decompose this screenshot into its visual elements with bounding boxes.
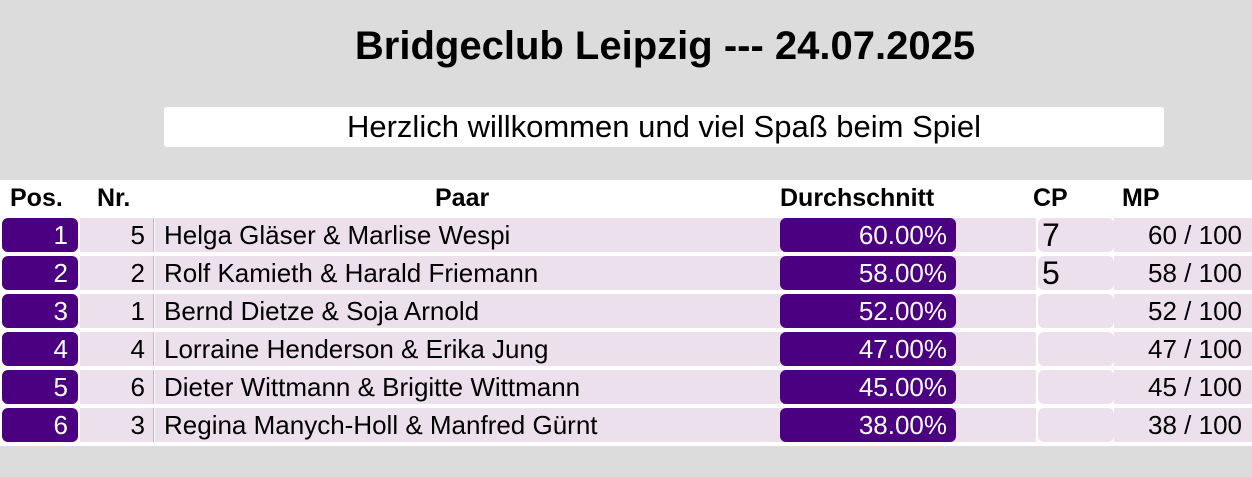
cp-value: 5 (1038, 256, 1114, 290)
cp-value (1038, 332, 1114, 366)
pair-number: 5 (80, 218, 154, 252)
column-header-nr: Nr. (97, 184, 131, 212)
pair-number: 6 (80, 370, 154, 404)
average-badge: 58.00% (780, 256, 956, 290)
pair-names: Dieter Wittmann & Brigitte Wittmann (155, 370, 778, 404)
mp-value: 58 / 100 (1114, 256, 1252, 290)
mp-value: 47 / 100 (1114, 332, 1252, 366)
position-badge: 4 (2, 332, 78, 366)
pair-number: 2 (80, 256, 154, 290)
mp-value: 52 / 100 (1114, 294, 1252, 328)
cp-value (1038, 370, 1114, 404)
column-header-pos: Pos. (10, 184, 63, 212)
mp-value: 45 / 100 (1114, 370, 1252, 404)
table-row: 2 2 Rolf Kamieth & Harald Friemann 58.00… (0, 255, 1252, 293)
pair-names: Regina Manych-Holl & Manfred Gürnt (155, 408, 778, 442)
position-badge: 1 (2, 218, 78, 252)
pair-names: Bernd Dietze & Soja Arnold (155, 294, 778, 328)
position-badge: 3 (2, 294, 78, 328)
pair-names: Rolf Kamieth & Harald Friemann (155, 256, 778, 290)
column-header-durchschnitt: Durchschnitt (780, 184, 935, 212)
table-row: 5 6 Dieter Wittmann & Brigitte Wittmann … (0, 369, 1252, 407)
table-row: 1 5 Helga Gläser & Marlise Wespi 60.00% … (0, 217, 1252, 255)
column-header-mp: MP (1122, 184, 1160, 212)
position-badge: 6 (2, 408, 78, 442)
results-table: Pos. Nr. Paar Durchschnitt CP MP 1 5 Hel… (0, 180, 1252, 446)
cp-value: 7 (1038, 218, 1114, 252)
pair-number: 1 (80, 294, 154, 328)
mp-value: 60 / 100 (1114, 218, 1252, 252)
average-badge: 52.00% (780, 294, 956, 328)
pair-number: 3 (80, 408, 154, 442)
pair-names: Helga Gläser & Marlise Wespi (155, 218, 778, 252)
average-badge: 60.00% (780, 218, 956, 252)
position-badge: 5 (2, 370, 78, 404)
pair-number: 4 (80, 332, 154, 366)
page-title: Bridgeclub Leipzig --- 24.07.2025 (354, 24, 976, 68)
average-badge: 45.00% (780, 370, 956, 404)
cp-value (1038, 294, 1114, 328)
pair-names: Lorraine Henderson & Erika Jung (155, 332, 778, 366)
mp-value: 38 / 100 (1114, 408, 1252, 442)
table-row: 4 4 Lorraine Henderson & Erika Jung 47.0… (0, 331, 1252, 369)
cp-value (1038, 408, 1114, 442)
table-row: 3 1 Bernd Dietze & Soja Arnold 52.00% 52… (0, 293, 1252, 331)
average-badge: 47.00% (780, 332, 956, 366)
average-badge: 38.00% (780, 408, 956, 442)
column-header-cp: CP (1033, 184, 1068, 212)
position-badge: 2 (2, 256, 78, 290)
welcome-banner: Herzlich willkommen und viel Spaß beim S… (164, 107, 1164, 147)
column-header-paar: Paar (435, 184, 490, 212)
table-row: 6 3 Regina Manych-Holl & Manfred Gürnt 3… (0, 407, 1252, 445)
